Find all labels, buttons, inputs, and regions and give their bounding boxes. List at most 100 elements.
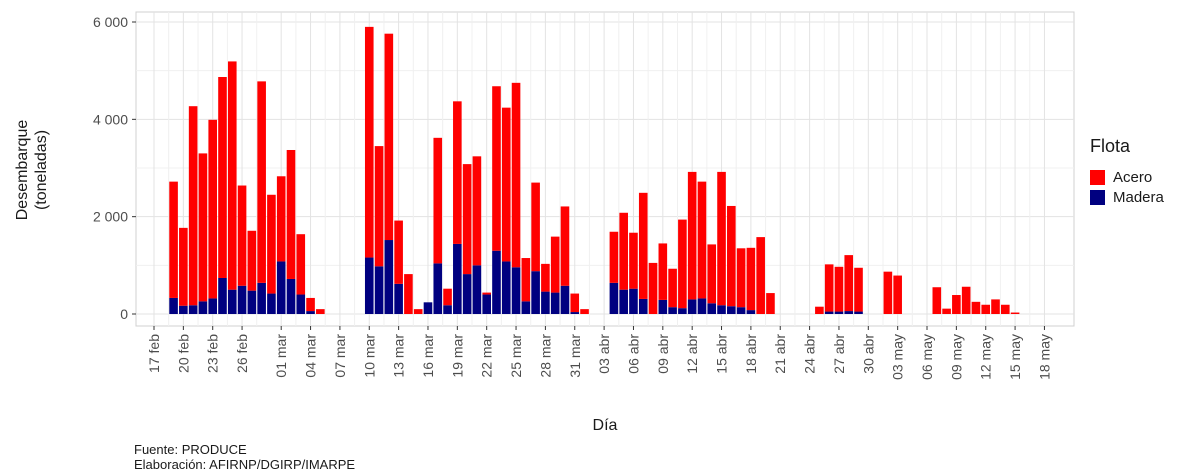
x-tick-label: 12 may: [978, 334, 994, 380]
legend-label-acero: Acero: [1113, 168, 1153, 186]
x-tick-label: 06 abr: [625, 334, 641, 374]
x-tick-label: 30 abr: [860, 334, 876, 374]
bar-acero: [883, 271, 893, 314]
x-tick-label: 22 mar: [479, 334, 495, 378]
caption-credit: Elaboración: AFIRNP/DGIRP/IMARPE: [134, 457, 356, 472]
bar-acero: [854, 267, 863, 312]
bar-madera: [306, 311, 315, 314]
bar-acero: [237, 185, 247, 286]
bar-acero: [746, 247, 756, 311]
x-tick-label: 09 abr: [655, 334, 671, 374]
x-tick-label: 19 mar: [449, 334, 465, 378]
y-tick-label: 0: [120, 306, 128, 322]
bar-madera: [453, 243, 462, 314]
bar-acero: [404, 274, 413, 314]
bar-madera: [286, 278, 296, 314]
bar-acero: [208, 119, 218, 299]
bar-madera: [717, 305, 726, 314]
bar-madera: [384, 240, 394, 314]
x-tick-label: 01 mar: [273, 334, 289, 378]
bar-acero: [306, 297, 315, 312]
bar-acero: [296, 234, 306, 295]
bar-acero: [981, 304, 991, 314]
x-tick-label: 18 abr: [743, 334, 759, 374]
bar-acero: [609, 231, 619, 283]
x-tick-label: 12 abr: [684, 334, 700, 374]
bar-acero: [727, 205, 736, 307]
bar-acero: [629, 232, 638, 289]
bar-madera: [511, 267, 521, 314]
bar-acero: [756, 237, 765, 314]
bar-acero: [316, 309, 325, 314]
x-tick-label: 20 feb: [175, 334, 191, 373]
bar-madera: [472, 265, 482, 314]
bar-madera: [296, 294, 306, 314]
bar-acero: [384, 33, 394, 241]
x-tick-label: 10 mar: [361, 334, 377, 378]
bar-madera: [854, 311, 863, 314]
bar-acero: [531, 182, 540, 272]
x-axis: 17 feb 20 feb 23 feb 26 feb 01 mar 04 mar 07 m…: [146, 326, 1052, 380]
bar-madera: [208, 298, 218, 314]
bar-acero: [492, 86, 501, 251]
x-tick-label: 07 mar: [332, 334, 348, 378]
bar-madera: [658, 299, 668, 314]
bar-madera: [188, 305, 198, 314]
bar-madera: [638, 298, 648, 314]
bar-madera: [736, 307, 746, 314]
bar-madera: [482, 294, 491, 314]
x-tick-label: 27 abr: [831, 334, 847, 374]
bar-madera: [179, 305, 188, 314]
bar-acero: [668, 268, 677, 308]
bar-madera: [462, 274, 472, 314]
bar-madera: [824, 311, 834, 314]
x-tick-label: 06 may: [919, 334, 935, 380]
y-tick-label: 2 000: [93, 209, 128, 225]
x-tick-label: 16 mar: [420, 334, 436, 378]
bar-madera: [560, 285, 570, 314]
bar-madera: [668, 307, 677, 314]
bar-acero: [560, 206, 570, 286]
bar-madera: [844, 311, 854, 314]
bar-madera: [492, 250, 501, 314]
bar-acero: [717, 171, 726, 306]
legend: Flota Acero Madera: [1090, 136, 1164, 207]
y-axis: 0 2 000 4 000 6 000: [93, 14, 136, 322]
y-tick-label: 4 000: [93, 111, 128, 127]
bar-acero: [267, 194, 276, 294]
bars: [169, 26, 1020, 314]
x-tick-label: 04 mar: [303, 334, 319, 378]
y-axis-title-line1: Desembarque: [14, 120, 31, 221]
bar-acero: [227, 61, 237, 290]
x-tick-label: 15 may: [1007, 334, 1023, 380]
bar-madera: [550, 292, 560, 314]
bar-madera: [727, 306, 736, 314]
bar-acero: [188, 106, 198, 306]
bar-acero: [550, 236, 560, 293]
bar-madera: [423, 302, 433, 314]
legend-title: Flota: [1090, 136, 1131, 156]
bar-madera: [364, 257, 374, 314]
bar-acero: [286, 149, 296, 279]
bar-acero: [443, 288, 452, 306]
bar-madera: [257, 282, 266, 314]
bar-madera: [619, 289, 628, 314]
bar-acero: [893, 275, 902, 314]
bar-acero: [932, 287, 942, 314]
bar-madera: [629, 288, 638, 314]
x-tick-label: 18 may: [1036, 334, 1052, 380]
bar-acero: [815, 306, 824, 314]
x-tick-label: 03 may: [890, 334, 906, 380]
bar-madera: [218, 277, 227, 314]
x-tick-label: 25 mar: [508, 334, 524, 378]
bar-acero: [394, 220, 403, 284]
bar-acero: [1000, 304, 1010, 314]
bar-acero: [462, 164, 472, 275]
bar-acero: [658, 243, 668, 300]
bar-acero: [844, 255, 854, 312]
bar-acero: [501, 107, 511, 262]
bar-acero: [824, 264, 834, 312]
bar-acero: [413, 309, 423, 314]
plot-panel: [135, 11, 1075, 327]
bar-acero: [472, 156, 482, 266]
